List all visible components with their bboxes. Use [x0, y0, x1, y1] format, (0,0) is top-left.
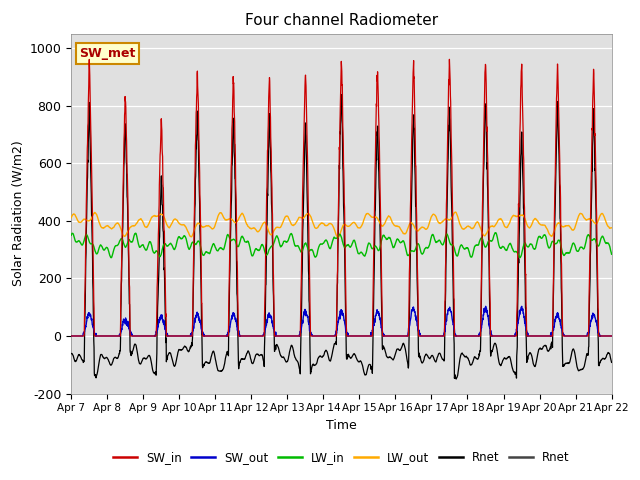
Legend: SW_in, SW_out, LW_in, LW_out, Rnet, Rnet: SW_in, SW_out, LW_in, LW_out, Rnet, Rnet: [108, 446, 575, 469]
Title: Four channel Radiometer: Four channel Radiometer: [245, 13, 438, 28]
Y-axis label: Solar Radiation (W/m2): Solar Radiation (W/m2): [11, 141, 24, 287]
Text: SW_met: SW_met: [79, 47, 136, 60]
X-axis label: Time: Time: [326, 419, 356, 432]
